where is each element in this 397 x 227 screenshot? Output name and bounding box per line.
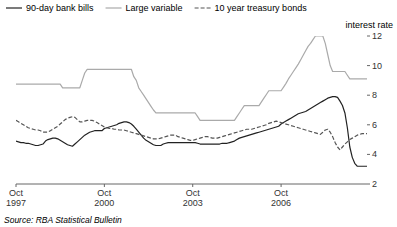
x-tick: [192, 184, 193, 187]
y-tick-label: 6: [372, 120, 377, 130]
y-tick: [367, 65, 370, 66]
y-tick-label: 10: [372, 61, 382, 71]
y-tick: [367, 95, 370, 96]
legend: 90-day bank bills Large variable 10 year t…: [6, 3, 307, 13]
y-tick-label: 8: [372, 90, 377, 100]
series-line: [16, 117, 367, 150]
legend-swatch: [195, 7, 211, 8]
x-tick: [281, 184, 282, 187]
series-line: [16, 97, 367, 167]
y-tick: [367, 36, 370, 37]
legend-label: Large variable: [126, 3, 183, 13]
y-tick-label: 2: [372, 179, 377, 189]
y-axis-label: interest rate: [345, 20, 393, 30]
y-tick: [367, 154, 370, 155]
x-tick-label: Oct2003: [183, 188, 203, 208]
y-tick: [367, 124, 370, 125]
legend-swatch: [6, 7, 22, 8]
plot-lines: [16, 36, 367, 166]
x-axis-line: [16, 184, 367, 185]
y-tick-label: 12: [372, 31, 382, 41]
x-tick: [16, 184, 17, 187]
legend-swatch: [106, 7, 122, 8]
source-note: Source: RBA Statistical Bulletin: [4, 215, 122, 225]
x-tick-label: Oct1997: [6, 188, 26, 208]
legend-label: 90-day bank bills: [26, 3, 94, 13]
x-tick-label: Oct2006: [271, 188, 291, 208]
x-tick-label: Oct2000: [94, 188, 114, 208]
x-tick: [104, 184, 105, 187]
y-tick: [367, 184, 370, 185]
legend-label: 10 year treasury bonds: [215, 3, 308, 13]
chart: 2 4 6 8 10 12interest rate Oct1997 Oct2000 Oct20…: [0, 0, 397, 227]
series-line: [16, 36, 367, 120]
y-tick-label: 4: [372, 149, 377, 159]
